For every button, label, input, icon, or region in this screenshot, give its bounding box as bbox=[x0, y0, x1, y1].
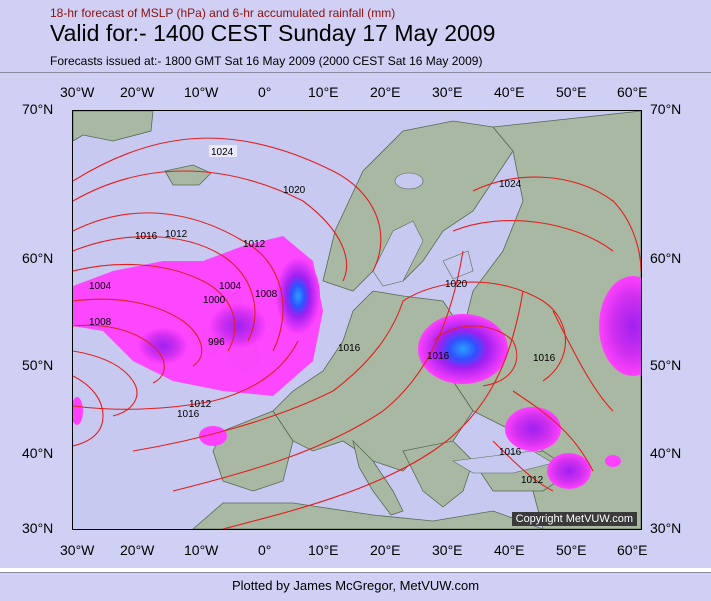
lat-label-right: 50°N bbox=[650, 357, 682, 373]
lon-label-bottom: 20°E bbox=[370, 542, 401, 558]
lon-label-top: 60°E bbox=[617, 84, 648, 100]
footer-credit: Plotted by James McGregor, MetVUW.com bbox=[231, 578, 480, 593]
issued-time: Forecasts issued at:- 1800 GMT Sat 16 Ma… bbox=[50, 54, 483, 68]
copyright-badge: Copyright MetVUW.com bbox=[511, 512, 637, 526]
isobar-label: 1024 bbox=[499, 179, 522, 190]
isobar-label: 1020 bbox=[445, 279, 468, 290]
header-panel: 18-hr forecast of MSLP (hPa) and 6-hr ac… bbox=[0, 0, 711, 73]
isobar-labels: 1024 1020 1016 1012 1012 1008 1004 1000 … bbox=[89, 145, 556, 486]
lon-label-top: 10°E bbox=[308, 84, 339, 100]
isobar-label: 1016 bbox=[177, 409, 200, 420]
lon-label-top: 30°W bbox=[60, 84, 95, 100]
footer-panel: Plotted by James McGregor, MetVUW.com bbox=[0, 572, 711, 601]
inland-waters bbox=[372, 172, 554, 474]
lat-label-right: 40°N bbox=[650, 445, 682, 461]
lon-label-bottom: 0° bbox=[258, 542, 272, 558]
lon-label-bottom: 10°E bbox=[308, 542, 339, 558]
rainfall-areas bbox=[73, 236, 641, 489]
isobar-label: 1000 bbox=[203, 295, 226, 306]
lon-label-bottom: 30°E bbox=[432, 542, 463, 558]
isobar-label: 1016 bbox=[427, 351, 450, 362]
isobar-label: 1016 bbox=[338, 343, 361, 354]
isobar-label: 1004 bbox=[219, 281, 242, 292]
lat-label-left: 50°N bbox=[22, 357, 54, 373]
lat-label-left: 70°N bbox=[22, 101, 54, 117]
lon-label-top: 0° bbox=[258, 84, 272, 100]
lon-label-bottom: 30°W bbox=[60, 542, 95, 558]
lon-label-top: 20°W bbox=[120, 84, 155, 100]
isobar-label: 1008 bbox=[255, 289, 278, 300]
lon-label-top: 50°E bbox=[556, 84, 587, 100]
isobar-label: 1004 bbox=[89, 281, 112, 292]
map-canvas: 1024 1020 1016 1012 1012 1008 1004 1000 … bbox=[73, 111, 641, 529]
lon-label-bottom: 10°W bbox=[184, 542, 219, 558]
lon-label-bottom: 50°E bbox=[556, 542, 587, 558]
isobar-label: 1008 bbox=[89, 317, 112, 328]
forecast-subtitle: 18-hr forecast of MSLP (hPa) and 6-hr ac… bbox=[50, 6, 396, 20]
isobars bbox=[73, 137, 641, 529]
lon-label-bottom: 60°E bbox=[617, 542, 648, 558]
lon-label-bottom: 40°E bbox=[494, 542, 525, 558]
isobar-label: 1012 bbox=[243, 239, 266, 250]
lat-label-right: 70°N bbox=[650, 101, 682, 117]
isobar-label: 1012 bbox=[189, 399, 212, 410]
forecast-map: 1024 1020 1016 1012 1012 1008 1004 1000 … bbox=[72, 110, 642, 530]
isobar-label: 1012 bbox=[165, 229, 188, 240]
lon-label-bottom: 20°W bbox=[120, 542, 155, 558]
isobar-label: 1016 bbox=[135, 231, 158, 242]
lon-label-top: 10°W bbox=[184, 84, 219, 100]
lon-label-top: 20°E bbox=[370, 84, 401, 100]
lat-label-right: 30°N bbox=[650, 520, 682, 536]
isobar-label: 1012 bbox=[521, 475, 544, 486]
lat-label-left: 40°N bbox=[22, 445, 54, 461]
land-masses bbox=[73, 111, 641, 529]
lon-label-top: 40°E bbox=[494, 84, 525, 100]
isobar-label: 996 bbox=[208, 337, 225, 348]
isobar-label: 1016 bbox=[533, 353, 556, 364]
isobar-label: 1024 bbox=[211, 147, 234, 158]
valid-time-title: Valid for:- 1400 CEST Sunday 17 May 2009 bbox=[50, 20, 496, 46]
isobar-label: 1016 bbox=[499, 447, 522, 458]
lat-label-right: 60°N bbox=[650, 250, 682, 266]
lon-label-top: 30°E bbox=[432, 84, 463, 100]
lat-label-left: 60°N bbox=[22, 250, 54, 266]
isobar-label: 1020 bbox=[283, 185, 306, 196]
lat-label-left: 30°N bbox=[22, 520, 54, 536]
